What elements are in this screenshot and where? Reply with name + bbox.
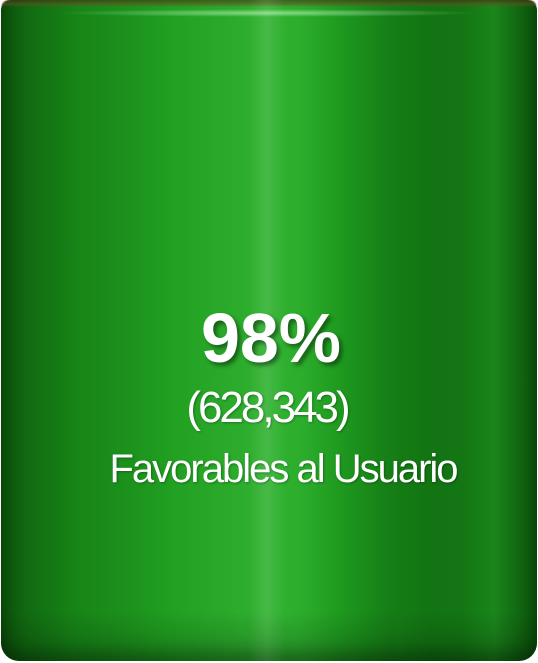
cylinder-rim-highlight — [54, 9, 484, 17]
category-label: Favorables al Usuario — [109, 447, 458, 491]
count-label: (628,343) — [186, 383, 350, 432]
cylinder-bottom-shade — [1, 611, 537, 661]
cylinder-shine — [247, 0, 286, 661]
cylinder-cap — [1, 0, 537, 7]
value-label: 98% — [200, 299, 342, 377]
